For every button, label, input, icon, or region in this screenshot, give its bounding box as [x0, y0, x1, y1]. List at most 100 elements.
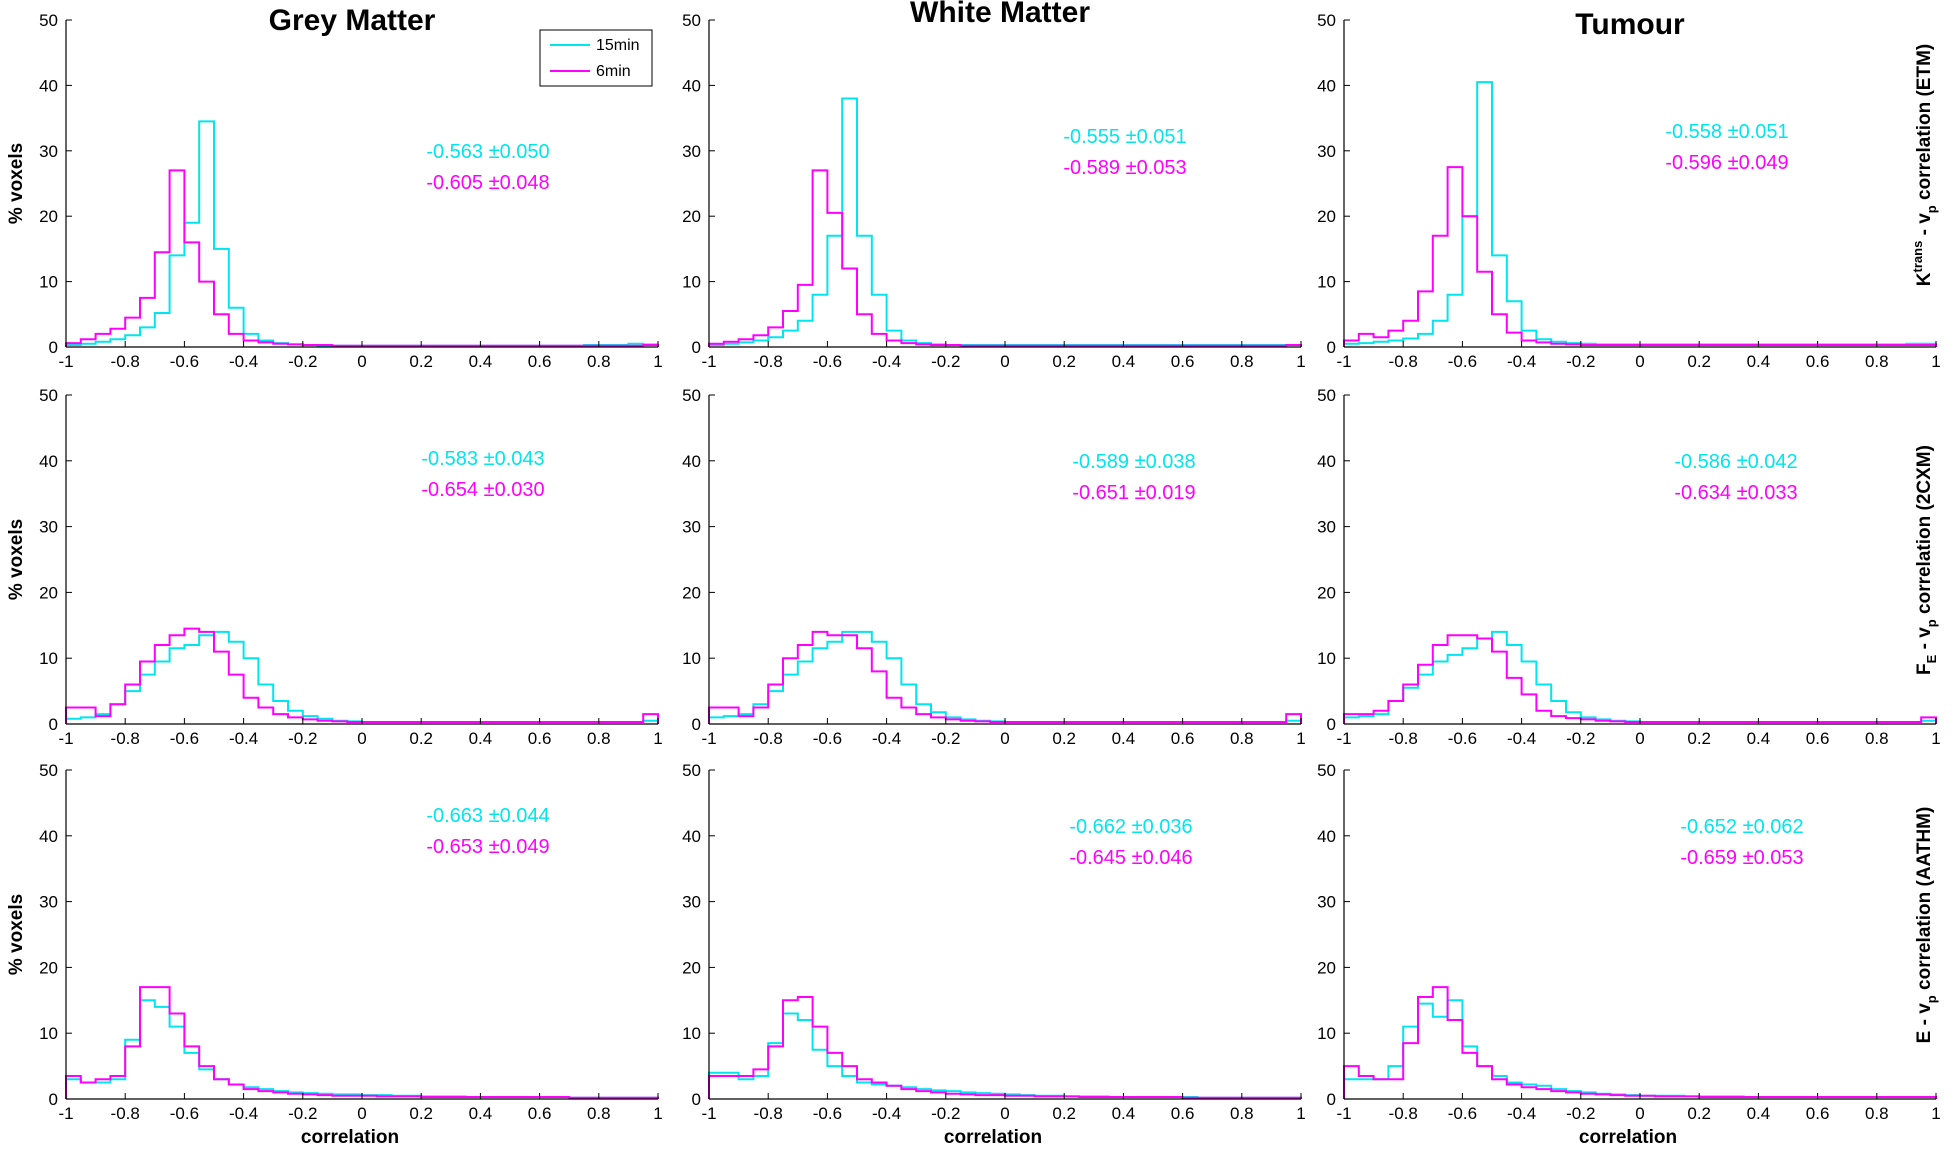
y-tick-label: 0: [692, 1090, 701, 1109]
y-tick-label: 30: [39, 518, 58, 537]
x-tick-label: -0.6: [813, 352, 842, 371]
x-tick-label: -0.4: [229, 1104, 258, 1123]
y-tick-label: 0: [692, 338, 701, 357]
y-tick-label: 40: [682, 827, 701, 846]
x-tick-label: -0.8: [1389, 1104, 1418, 1123]
x-tick-label: 0.4: [469, 1104, 493, 1123]
x-tick-label: -0.2: [288, 729, 317, 748]
x-tick-label: 1: [1296, 729, 1305, 748]
x-tick-label: 0.6: [1171, 352, 1195, 371]
x-tick-label: 0.6: [528, 1104, 552, 1123]
x-tick-label: -0.6: [813, 729, 842, 748]
legend-label-6min: 6min: [596, 63, 631, 80]
stat-15min-r2-c1: -0.662 ±0.036: [1069, 816, 1192, 838]
y-tick-label: 10: [1317, 273, 1336, 292]
y-axis-label: % voxels: [6, 894, 27, 975]
y-tick-label: 20: [1317, 583, 1336, 602]
x-tick-label: -0.8: [754, 1104, 783, 1123]
y-tick-label: 10: [39, 649, 58, 668]
row-label-fe-vp: FE - vp correlation (2CXM): [1914, 445, 1939, 675]
x-tick-label: 0.4: [1747, 729, 1771, 748]
x-tick-label: 0.8: [587, 352, 611, 371]
x-tick-label: -0.2: [1566, 1104, 1595, 1123]
y-tick-label: 30: [39, 142, 58, 161]
y-tick-label: 50: [39, 11, 58, 30]
y-tick-label: 30: [1317, 518, 1336, 537]
x-tick-label: -0.6: [1448, 729, 1477, 748]
x-tick-label: 0.2: [1687, 352, 1711, 371]
x-tick-label: -0.2: [931, 1104, 960, 1123]
y-tick-label: 20: [39, 207, 58, 226]
column-title-white-matter: White Matter: [910, 0, 1090, 29]
x-tick-label: -1: [701, 729, 716, 748]
stat-15min-r2-c2: -0.652 ±0.062: [1680, 816, 1803, 838]
legend: 15min 6min: [539, 29, 653, 87]
x-tick-label: -0.4: [872, 729, 901, 748]
x-tick-label: 0.6: [1171, 1104, 1195, 1123]
x-tick-label: -0.8: [111, 352, 140, 371]
stat-15min-r0-c2: -0.558 ±0.051: [1665, 121, 1788, 143]
stat-6min-r1-c0: -0.654 ±0.030: [421, 479, 544, 501]
x-tick-label: -1: [58, 729, 73, 748]
x-tick-label: -0.2: [1566, 729, 1595, 748]
x-tick-label: 0.8: [1230, 1104, 1254, 1123]
x-tick-label: 1: [1931, 352, 1940, 371]
x-tick-label: 0.4: [469, 729, 493, 748]
y-tick-label: 30: [1317, 893, 1336, 912]
panel-r1-c1: -0.589 ±0.038 -0.651 ±0.019 -1 -0.8 -0.6 -0.4…: [682, 386, 1306, 748]
histogram-15min-r2-c0: [65, 999, 659, 1099]
x-tick-label: 0.2: [1052, 1104, 1076, 1123]
histogram-6min-r0-c1: [708, 169, 1302, 347]
x-tick-label: 0: [1000, 1104, 1009, 1123]
x-tick-label: 0.6: [528, 352, 552, 371]
y-tick-label: 50: [682, 386, 701, 405]
stat-15min-r1-c0: -0.583 ±0.043: [421, 448, 544, 470]
x-tick-label: -0.8: [754, 729, 783, 748]
stat-6min-r0-c1: -0.589 ±0.053: [1063, 157, 1186, 179]
x-tick-label: 1: [1296, 1104, 1305, 1123]
y-tick-label: 0: [1327, 1090, 1336, 1109]
x-tick-label: 0.2: [409, 1104, 433, 1123]
x-tick-label: 0: [1635, 1104, 1644, 1123]
y-tick-label: 50: [1317, 386, 1336, 405]
y-tick-label: 20: [39, 583, 58, 602]
panel-r2-c1: -0.662 ±0.036 -0.645 ±0.046 -1 -0.8 -0.6 -0.4…: [682, 761, 1306, 1148]
x-tick-label: 0.6: [1806, 729, 1830, 748]
x-tick-label: -1: [701, 1104, 716, 1123]
y-tick-label: 10: [682, 273, 701, 292]
legend-label-15min: 15min: [596, 37, 640, 54]
x-tick-label: -1: [1336, 729, 1351, 748]
x-tick-label: -1: [1336, 1104, 1351, 1123]
y-tick-label: 50: [1317, 11, 1336, 30]
x-tick-label: -0.6: [1448, 352, 1477, 371]
histogram-15min-r0-c2: [1343, 81, 1937, 347]
y-tick-label: 50: [682, 11, 701, 30]
x-tick-label: -0.4: [229, 729, 258, 748]
stat-15min-r0-c0: -0.563 ±0.050: [426, 141, 549, 163]
x-tick-label: -0.4: [1507, 352, 1536, 371]
x-tick-label: 1: [1931, 1104, 1940, 1123]
x-tick-label: 0: [357, 352, 366, 371]
x-tick-label: 0.4: [1747, 352, 1771, 371]
stat-15min-r0-c1: -0.555 ±0.051: [1063, 126, 1186, 148]
x-tick-label: 0.4: [1112, 352, 1136, 371]
x-tick-label: 0.4: [469, 352, 493, 371]
x-tick-label: 0.8: [1865, 352, 1889, 371]
x-tick-label: 0: [1000, 352, 1009, 371]
x-tick-label: -0.6: [813, 1104, 842, 1123]
y-tick-label: 20: [39, 958, 58, 977]
panel-r1-c2: -0.586 ±0.042 -0.634 ±0.033 -1 -0.8 -0.6 -0.4…: [1317, 386, 1941, 748]
histogram-6min-r1-c0: [65, 627, 659, 724]
y-tick-label: 20: [1317, 958, 1336, 977]
y-tick-label: 10: [1317, 1024, 1336, 1043]
x-tick-label: 1: [653, 1104, 662, 1123]
y-tick-label: 20: [1317, 207, 1336, 226]
x-tick-label: -0.4: [229, 352, 258, 371]
row-label-e-vp: E - vp correlation (AATHM): [1914, 807, 1939, 1044]
y-tick-label: 20: [682, 583, 701, 602]
x-tick-label: -0.2: [931, 352, 960, 371]
x-tick-label: 0.4: [1747, 1104, 1771, 1123]
y-tick-label: 30: [682, 518, 701, 537]
histogram-15min-r0-c0: [65, 120, 659, 347]
x-tick-label: 0.8: [1230, 729, 1254, 748]
